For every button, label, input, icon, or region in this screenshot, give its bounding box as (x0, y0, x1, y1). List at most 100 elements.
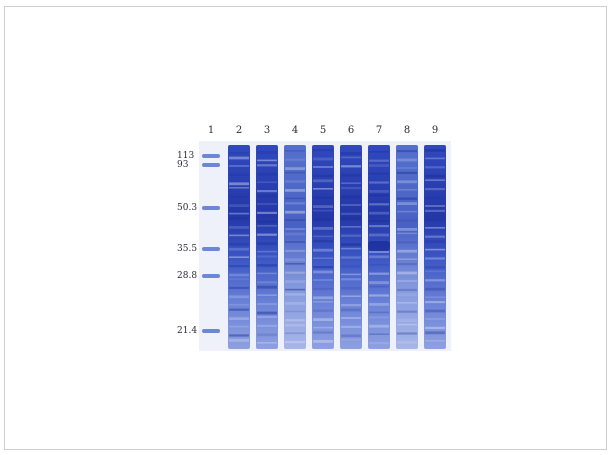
protein-band (313, 227, 333, 230)
protein-band (369, 181, 389, 184)
protein-band (397, 258, 417, 260)
lane-number-5: 5 (319, 125, 327, 136)
protein-band (229, 226, 249, 229)
protein-band (257, 255, 277, 258)
protein-band (285, 171, 305, 174)
protein-band (257, 220, 277, 224)
protein-band (369, 172, 389, 175)
lane-number-9: 9 (431, 125, 439, 136)
protein-band (341, 234, 361, 237)
protein-band (369, 324, 389, 328)
protein-band (229, 212, 249, 215)
protein-band (341, 195, 361, 199)
protein-band (313, 179, 333, 183)
protein-band (425, 340, 445, 342)
mw-label-28-8: 28.8 (177, 271, 198, 281)
protein-band (257, 151, 277, 154)
protein-band (313, 248, 333, 252)
protein-band (257, 190, 277, 193)
protein-band (397, 197, 417, 200)
protein-band (313, 166, 333, 168)
protein-band (257, 303, 277, 306)
protein-band (369, 281, 389, 284)
protein-band (369, 294, 389, 297)
protein-band (341, 256, 361, 259)
lane-number-6: 6 (347, 125, 355, 136)
protein-band (229, 243, 249, 246)
protein-band (425, 309, 445, 313)
protein-band (397, 210, 417, 213)
protein-band (425, 209, 445, 212)
protein-band (285, 202, 305, 205)
protein-band (313, 188, 333, 190)
protein-band (341, 212, 361, 215)
protein-band (257, 172, 277, 176)
sample-lanes (228, 145, 446, 349)
sample-lane-3 (256, 145, 278, 349)
protein-band (425, 174, 445, 178)
protein-band (397, 332, 417, 335)
protein-band (397, 241, 417, 244)
protein-band (397, 232, 417, 235)
protein-band (341, 265, 361, 268)
protein-band (397, 310, 417, 313)
protein-band (425, 240, 445, 243)
protein-band (397, 228, 417, 231)
protein-band (425, 248, 445, 251)
protein-band (285, 319, 305, 322)
protein-band (229, 152, 249, 155)
protein-band (313, 209, 333, 212)
protein-band (369, 233, 389, 237)
protein-band (257, 225, 277, 227)
protein-band (341, 152, 361, 155)
mw-label-50-3: 50.3 (177, 203, 198, 213)
protein-band (397, 288, 417, 291)
protein-band (229, 304, 249, 306)
protein-band (313, 218, 333, 221)
protein-band (285, 150, 305, 152)
protein-band (229, 256, 249, 258)
protein-band (425, 235, 445, 238)
protein-band (257, 159, 277, 162)
protein-band (425, 331, 445, 335)
protein-band (285, 258, 305, 262)
protein-band (397, 271, 417, 275)
protein-band (313, 235, 333, 238)
protein-band (341, 173, 361, 177)
lane-number-8: 8 (403, 125, 411, 136)
sample-lane-6 (340, 145, 362, 349)
protein-band (369, 342, 389, 345)
protein-band (397, 249, 417, 253)
lane-number-2: 2 (235, 125, 243, 136)
protein-band (425, 301, 445, 304)
protein-band (341, 334, 361, 338)
protein-band (285, 323, 305, 327)
protein-band (313, 279, 333, 281)
protein-band (425, 196, 445, 200)
protein-band (229, 217, 249, 220)
marker-band (202, 154, 220, 158)
protein-band (313, 196, 333, 199)
protein-band (285, 219, 305, 221)
lane-number-7: 7 (375, 125, 383, 136)
protein-band (397, 263, 417, 266)
protein-band (257, 294, 277, 296)
protein-band (369, 272, 389, 275)
lane-number-1: 1 (207, 125, 215, 136)
protein-band (369, 250, 389, 253)
protein-band (397, 150, 417, 153)
protein-band (285, 271, 305, 274)
protein-band (313, 174, 333, 177)
protein-band (257, 324, 277, 327)
protein-band (369, 220, 389, 222)
protein-band (397, 293, 417, 297)
protein-band (257, 285, 277, 289)
protein-band (369, 190, 389, 193)
protein-band (369, 194, 389, 197)
protein-band (425, 257, 445, 260)
protein-band (369, 311, 389, 314)
protein-band (229, 308, 249, 311)
protein-band (229, 278, 249, 280)
protein-band (229, 165, 249, 167)
protein-band (285, 241, 305, 243)
